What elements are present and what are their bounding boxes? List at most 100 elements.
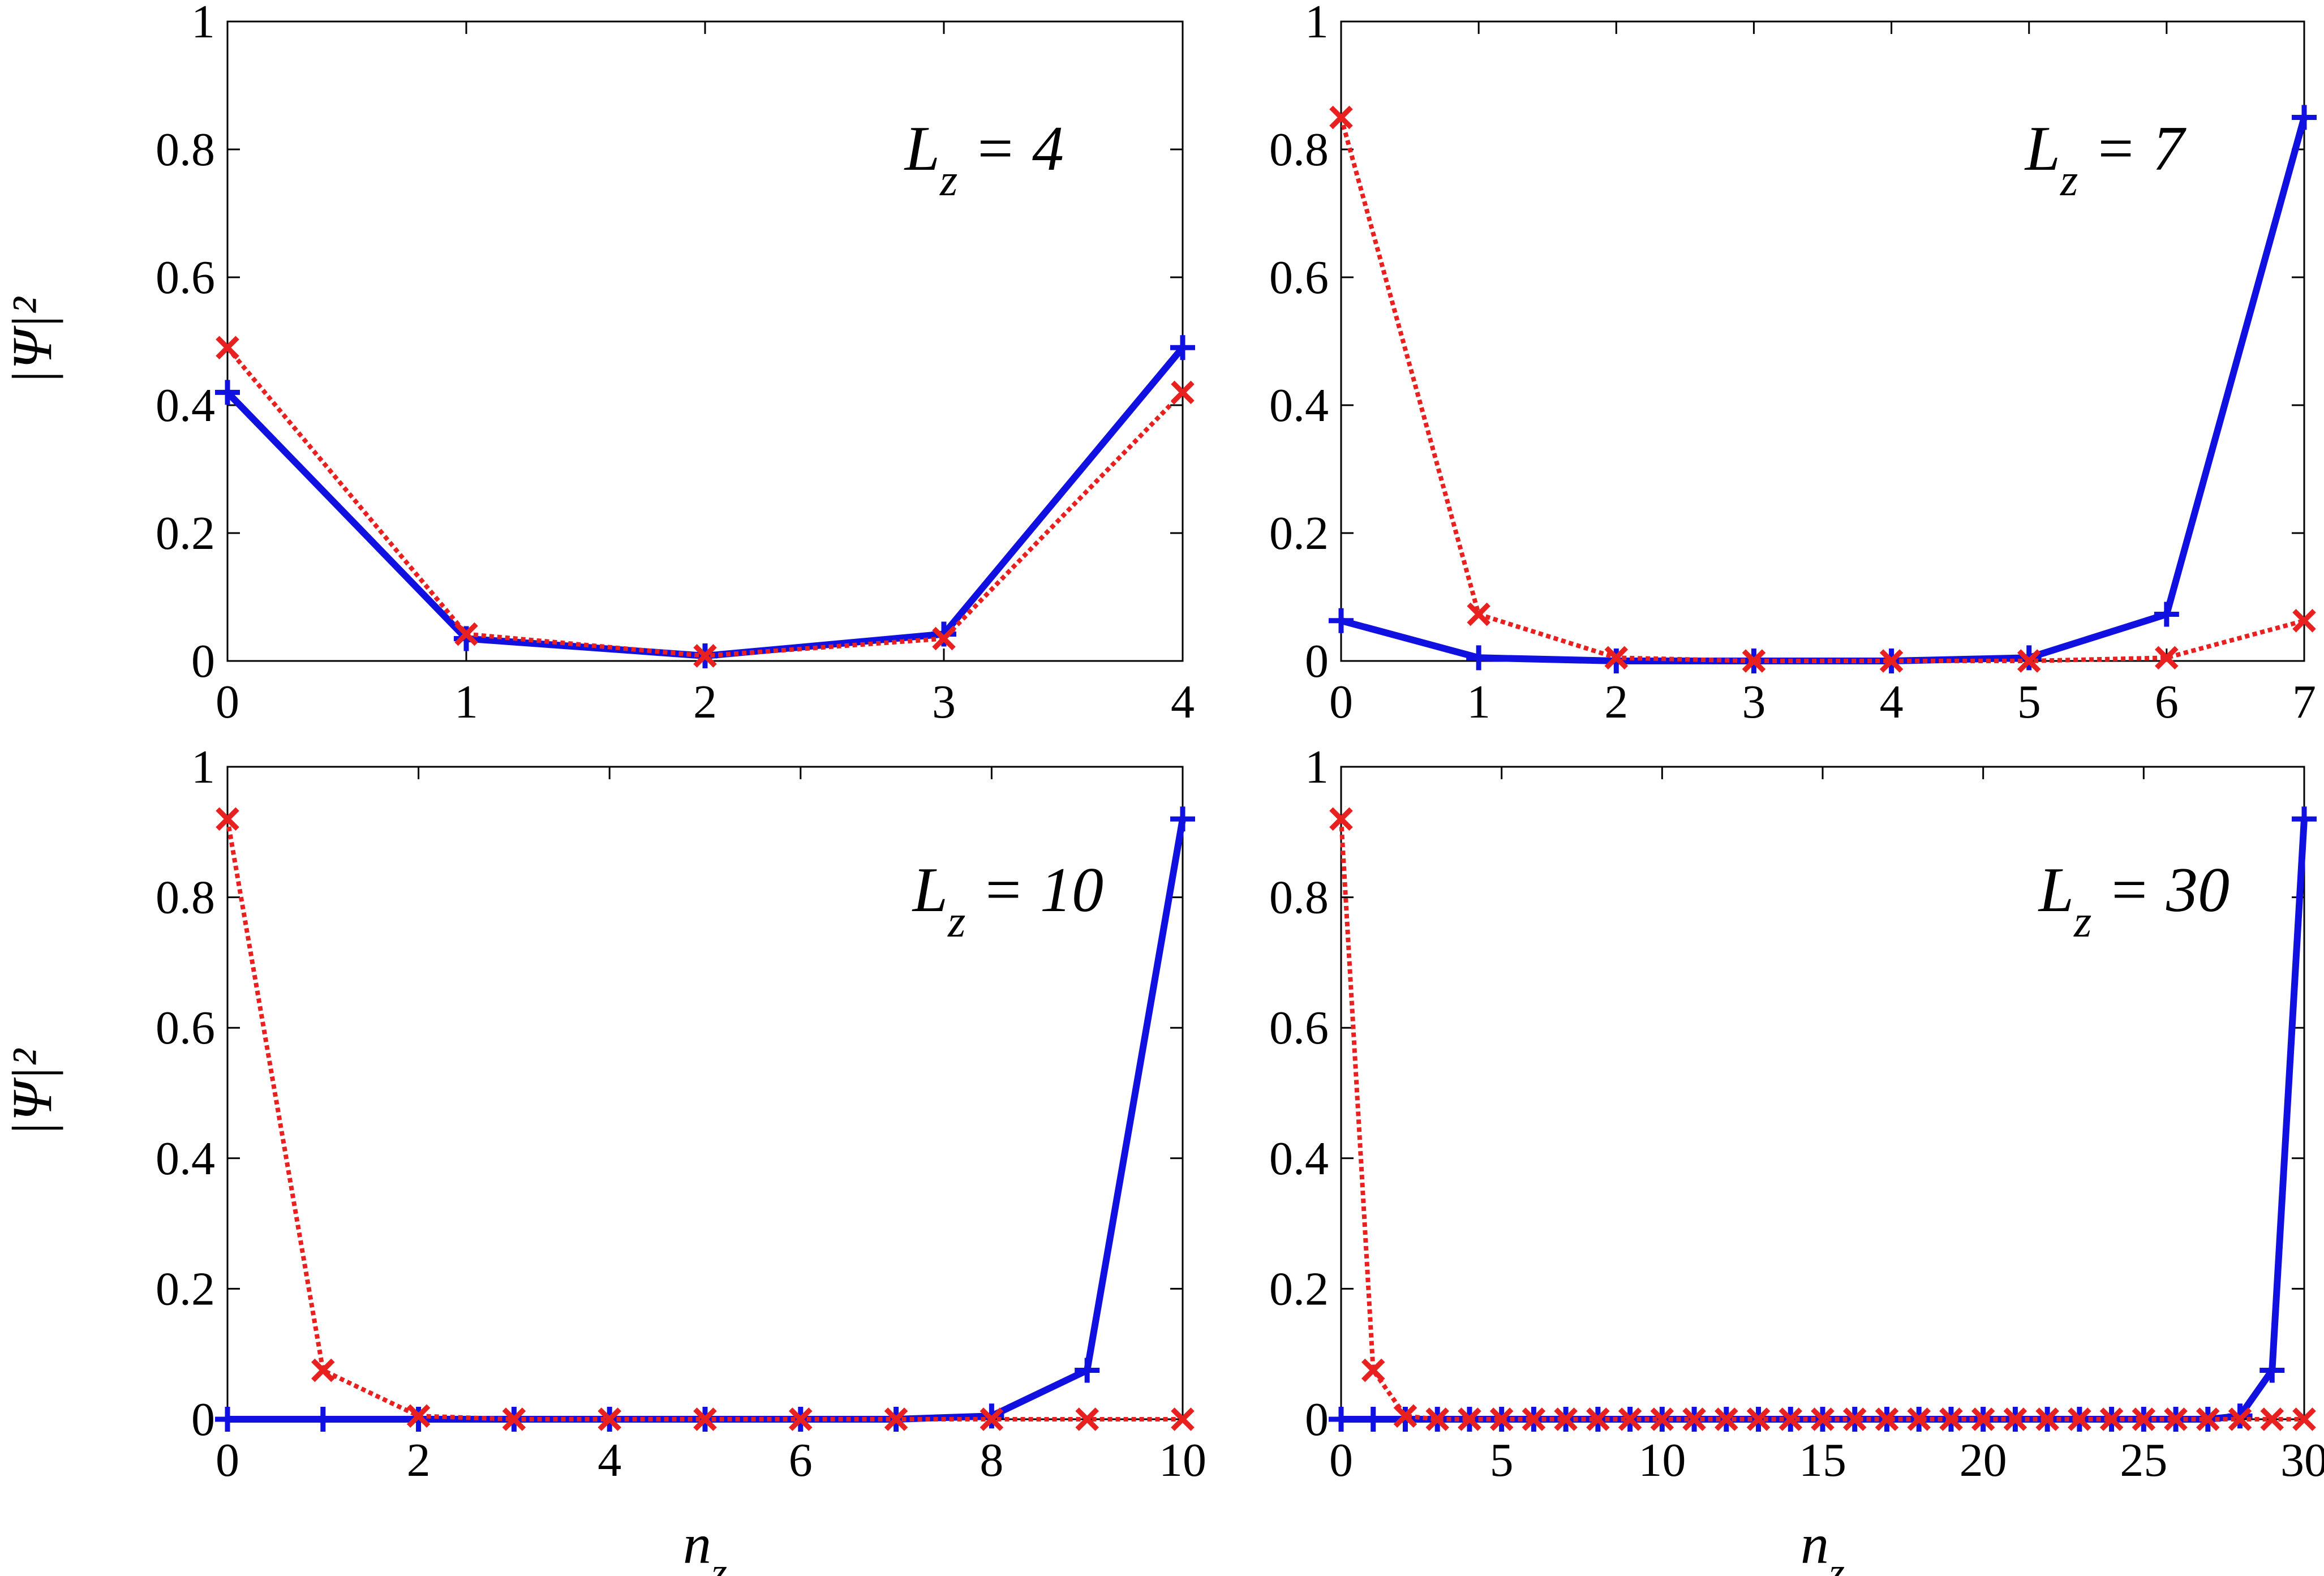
y-axis-label: |Ψ|²	[1, 1048, 63, 1137]
x-tick-label: 0	[1329, 676, 1353, 728]
data-point-cross	[216, 807, 239, 831]
data-point-cross	[1879, 649, 1904, 673]
data-point-cross	[1425, 1407, 1449, 1431]
y-tick-label: 1	[1305, 741, 1329, 793]
data-point-cross	[1171, 1407, 1195, 1431]
y-tick-label: 0	[191, 1393, 215, 1446]
data-point-cross	[2164, 1407, 2188, 1431]
x-tick-label: 6	[789, 1434, 813, 1487]
x-tick-label: 4	[598, 1434, 621, 1487]
y-tick-label: 0.8	[1269, 123, 1329, 176]
data-point-cross	[884, 1407, 908, 1431]
x-tick-label: 0	[216, 1434, 239, 1487]
y-tick-label: 0	[1305, 1393, 1329, 1446]
y-tick-label: 0.4	[1269, 379, 1329, 432]
data-point-cross	[1907, 1407, 1931, 1431]
x-tick-label: 1	[1467, 676, 1490, 728]
data-point-cross	[2155, 646, 2179, 670]
y-tick-label: 0.6	[1269, 251, 1329, 304]
y-tick-label: 0.6	[156, 1002, 215, 1054]
series-line-red	[225, 346, 1184, 658]
data-point-cross	[2099, 1407, 2124, 1431]
data-point-plus	[1170, 806, 1195, 832]
data-point-cross	[2017, 649, 2041, 673]
x-tick-label: 3	[1742, 676, 1765, 728]
series-line-red	[1339, 117, 2305, 663]
y-tick-label: 0.2	[1269, 1262, 1329, 1315]
data-point-plus	[1075, 1358, 1100, 1383]
data-point-cross	[2292, 609, 2316, 633]
data-point-cross	[932, 626, 956, 651]
data-point-cross	[1682, 1407, 1706, 1431]
y-tick-label: 0.8	[1269, 871, 1329, 924]
y-axis-label: |Ψ|²	[1, 296, 63, 385]
data-point-cross	[1329, 807, 1353, 831]
data-point-plus	[215, 380, 240, 405]
data-point-plus	[2259, 1358, 2285, 1383]
x-tick-label: 0	[1329, 1434, 1353, 1487]
data-point-cross	[502, 1407, 526, 1431]
data-point-cross	[1361, 1358, 1385, 1382]
y-tick-label: 1	[1305, 0, 1329, 48]
data-point-cross	[1746, 1407, 1771, 1431]
data-point-cross	[406, 1404, 431, 1428]
data-point-cross	[1554, 1407, 1578, 1431]
data-point-plus	[931, 621, 956, 647]
data-point-cross	[693, 644, 717, 668]
data-point-cross	[1742, 649, 1766, 673]
data-point-cross	[1467, 602, 1490, 626]
x-tick-label: 15	[1799, 1434, 1846, 1487]
data-point-cross	[1811, 1407, 1835, 1431]
data-point-cross	[2035, 1407, 2059, 1431]
data-point-cross	[311, 1358, 335, 1382]
y-tick-label: 0.8	[156, 123, 215, 176]
data-point-cross	[2068, 1407, 2091, 1431]
data-point-cross	[980, 1407, 1004, 1431]
panel-annotation: Lz = 10	[912, 855, 1103, 947]
x-tick-label: 3	[932, 676, 956, 728]
y-tick-label: 0.4	[156, 379, 215, 432]
data-point-cross	[1075, 1407, 1099, 1431]
x-axis-label: nz	[1801, 1513, 1845, 1576]
panel-1: 0 0.2 0.4 0.6 0.8 1 0 1 2 3 4 Lz = 4 |Ψ|²	[1, 0, 1195, 728]
data-point-plus	[310, 1407, 336, 1432]
y-tick-label: 0.6	[156, 251, 215, 304]
data-point-plus	[1170, 335, 1195, 360]
data-point-cross	[1971, 1407, 1995, 1431]
data-point-cross	[1875, 1407, 1899, 1431]
y-tick-label: 0.2	[156, 507, 215, 560]
x-tick-label: 25	[2120, 1434, 2167, 1487]
x-tick-label: 7	[2292, 676, 2316, 728]
panel-annotation: Lz = 4	[904, 114, 1064, 205]
data-point-cross	[598, 1407, 621, 1431]
data-point-cross	[1715, 1407, 1738, 1431]
data-point-cross	[1939, 1407, 1963, 1431]
x-tick-label: 10	[1638, 1434, 1686, 1487]
x-tick-label: 1	[454, 676, 478, 728]
x-tick-label: 30	[2280, 1434, 2324, 1487]
panel-2: 0 0.2 0.4 0.6 0.8 1 0 1 2 3 4 5 6 7 Lz = 7	[1269, 0, 2317, 728]
y-tick-label: 0	[191, 635, 215, 688]
data-point-plus	[1329, 1407, 1354, 1432]
data-point-cross	[1618, 1407, 1642, 1431]
data-point-cross	[1779, 1407, 1803, 1431]
panel-annotation: Lz = 7	[2024, 114, 2186, 205]
x-tick-label: 6	[2155, 676, 2179, 728]
x-tick-label: 0	[216, 676, 239, 728]
y-tick-label: 1	[191, 741, 215, 793]
x-tick-label: 8	[980, 1434, 1003, 1487]
data-point-cross	[1329, 105, 1353, 130]
data-point-cross	[454, 622, 478, 646]
data-point-plus	[1360, 1407, 1386, 1432]
data-point-cross	[1842, 1407, 1867, 1431]
data-point-cross	[216, 336, 239, 360]
data-point-cross	[1586, 1407, 1610, 1431]
x-tick-label: 5	[1490, 1434, 1514, 1487]
y-tick-label: 0	[1305, 635, 1329, 688]
y-tick-label: 0.4	[156, 1132, 215, 1185]
y-tick-label: 0.2	[1269, 507, 1329, 560]
data-point-cross	[1522, 1407, 1546, 1431]
